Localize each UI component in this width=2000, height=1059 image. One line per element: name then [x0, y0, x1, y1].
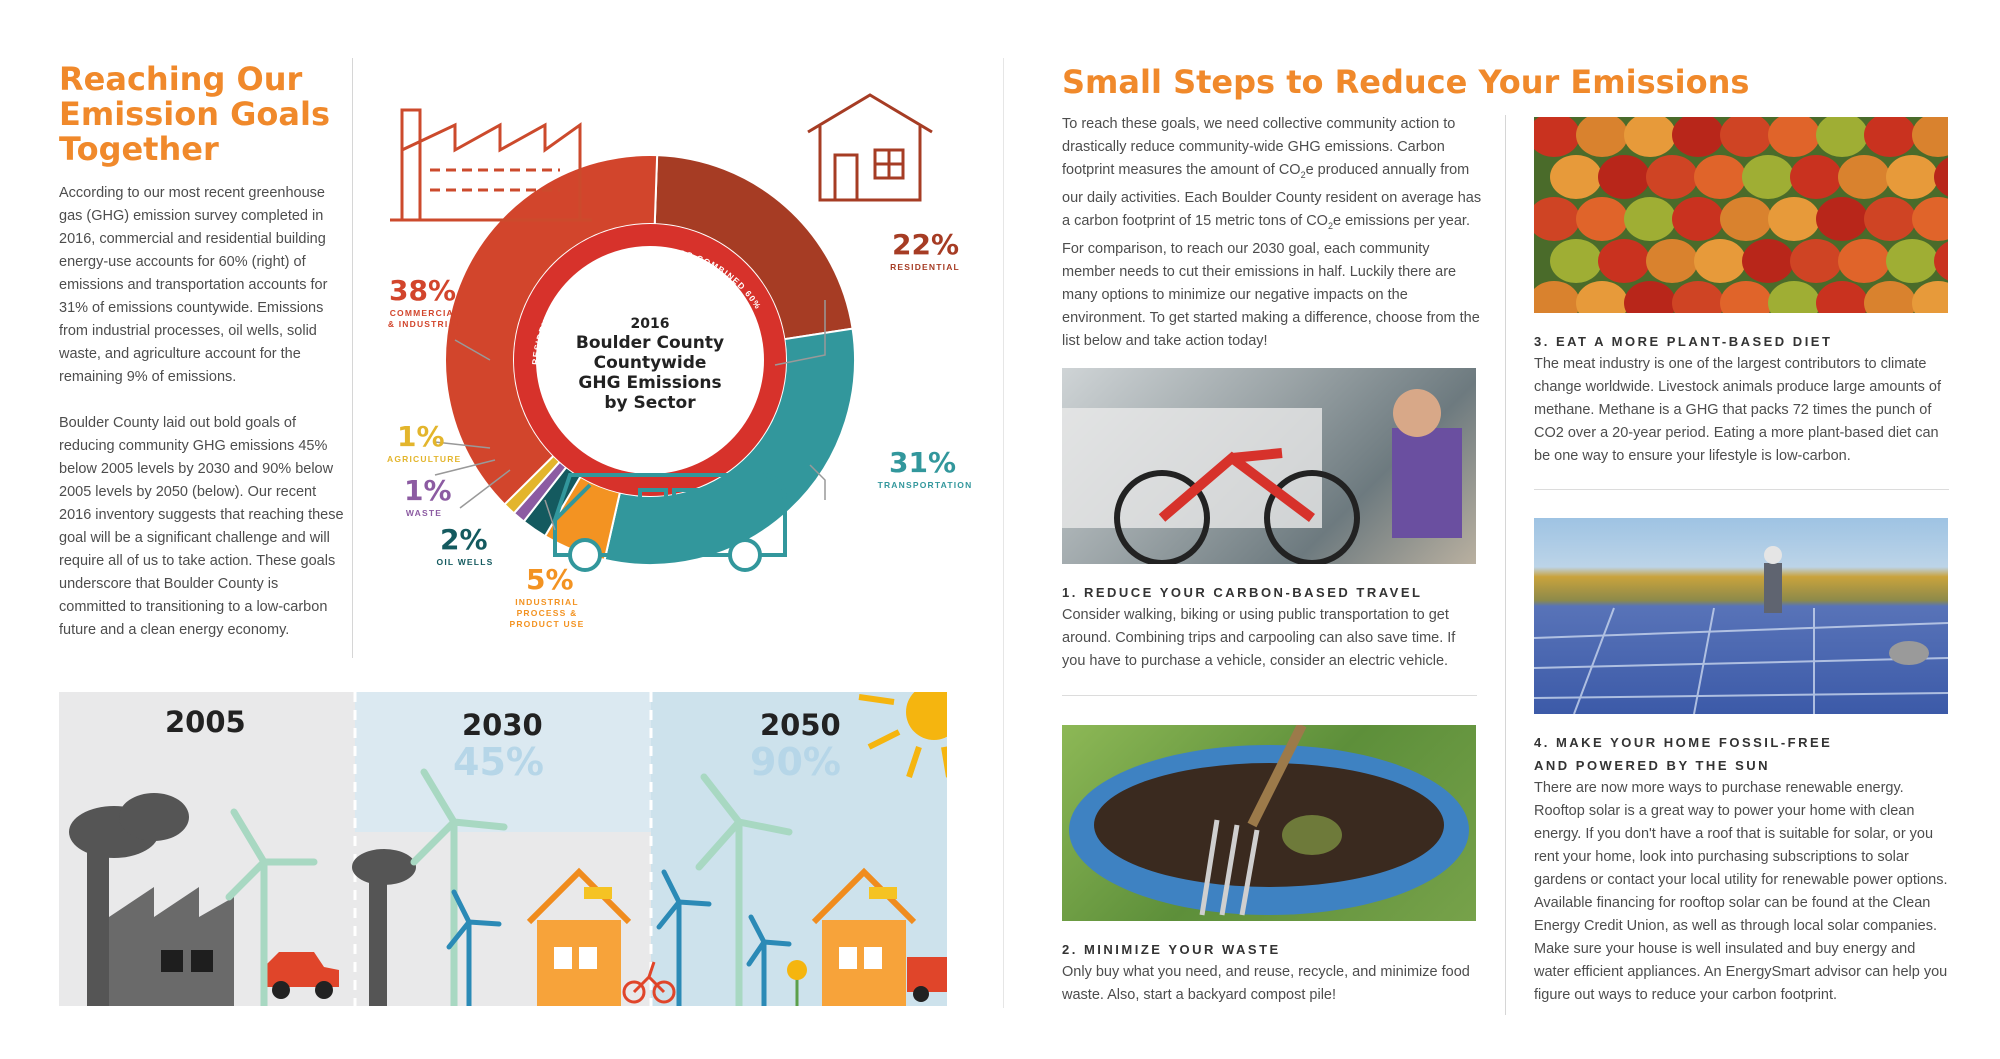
step-divider — [1062, 695, 1477, 696]
label-transportation-pct: 31% — [889, 446, 957, 479]
left-heading: Reaching Our Emission Goals Together — [59, 60, 330, 168]
label-industrial-pct: 5% — [526, 563, 574, 596]
label-waste-pct: 1% — [404, 474, 452, 507]
smokestack-icon — [352, 849, 416, 1006]
label-commercial-pct: 38% — [389, 274, 457, 307]
left-paragraph-1: According to our most recent greenhouse … — [59, 185, 328, 385]
electric-vehicle-icon — [907, 957, 947, 1002]
step-1: 1. REDUCE YOUR CARBON-BASED TRAVEL Consi… — [1062, 581, 1482, 673]
step-3-title: 3. EAT A MORE PLANT-BASED DIET — [1534, 334, 1833, 349]
solar-house-2030-icon — [526, 867, 632, 1006]
step-4: 4. MAKE YOUR HOME FOSSIL-FREE AND POWERE… — [1534, 731, 1954, 1007]
buildings-inner-ring — [514, 224, 786, 496]
year-2030: 2030 — [462, 708, 543, 742]
label-agriculture-pct: 1% — [397, 420, 445, 453]
photo-compost — [1062, 725, 1476, 921]
step-1-text: Consider walking, biking or using public… — [1062, 607, 1456, 669]
label-residential-pct: 22% — [892, 228, 960, 261]
left-paragraph-2: Boulder County laid out bold goals of re… — [59, 415, 344, 638]
label-transportation-name: TRANSPORTATION — [877, 480, 973, 490]
donut-center-title: 2016 Boulder County Countywide GHG Emission… — [576, 316, 724, 413]
center-spine — [1003, 58, 1004, 1008]
label-industrial-name: INDUSTRIAL PROCESS & PRODUCT USE — [509, 597, 585, 629]
car-icon — [264, 952, 339, 999]
photo-tomatoes — [1534, 117, 1948, 313]
wind-turbine-icons — [225, 768, 793, 1006]
leader-lines — [434, 300, 826, 531]
step-2-text: Only buy what you need, and reuse, recyc… — [1062, 964, 1470, 1003]
label-agriculture-name: AGRICULTURE — [387, 454, 462, 464]
label-commercial-name: COMMERCIAL & INDUSTRIAL — [387, 308, 463, 329]
factory-icon — [390, 108, 592, 222]
label-residential-name: RESIDENTIAL — [890, 262, 960, 272]
house-icon — [807, 93, 933, 202]
emission-goals-timeline — [59, 692, 947, 1006]
small-turbine-icons — [446, 869, 792, 1006]
flower-icon — [787, 960, 807, 1006]
photo-solar-panels — [1534, 518, 1948, 714]
year-2005: 2005 — [165, 705, 246, 739]
step-divider — [1534, 489, 1949, 490]
label-waste-name: WASTE — [405, 508, 443, 518]
step-2-title: 2. MINIMIZE YOUR WASTE — [1062, 942, 1281, 957]
goal-2030-pct: 45% — [453, 740, 544, 784]
step-2: 2. MINIMIZE YOUR WASTE Only buy what you… — [1062, 938, 1482, 1007]
donut-center — [537, 247, 763, 473]
step-3-text: The meat industry is one of the largest … — [1534, 356, 1942, 464]
bicycle-icon — [622, 961, 676, 1004]
label-oilwells-name: OIL WELLS — [436, 557, 494, 567]
bus-icon — [553, 473, 787, 572]
sun-icon — [858, 692, 947, 778]
step-3: 3. EAT A MORE PLANT-BASED DIET The meat … — [1534, 330, 1954, 468]
solar-house-2050-icon — [811, 867, 917, 1006]
right-column-divider — [1505, 115, 1506, 1015]
right-heading: Small Steps to Reduce Your Emissions — [1062, 63, 1750, 101]
step-1-title: 1. REDUCE YOUR CARBON-BASED TRAVEL — [1062, 585, 1423, 600]
emissions-donut-chart: RESIDENTIAL & COMMERCIAL BUILDINGS COMBI… — [390, 93, 933, 572]
left-divider — [352, 58, 353, 658]
right-intro: To reach these goals, we need collective… — [1062, 116, 1482, 349]
step-4-text: There are now more ways to purchase rene… — [1534, 780, 1948, 1003]
label-oilwells-pct: 2% — [440, 523, 488, 556]
step-4-title: 4. MAKE YOUR HOME FOSSIL-FREE AND POWERE… — [1534, 735, 1833, 773]
goal-2050-pct: 90% — [750, 740, 841, 784]
photo-bicycle — [1062, 368, 1476, 564]
factory-2005-icon — [69, 793, 234, 1006]
year-2050: 2050 — [760, 708, 841, 742]
